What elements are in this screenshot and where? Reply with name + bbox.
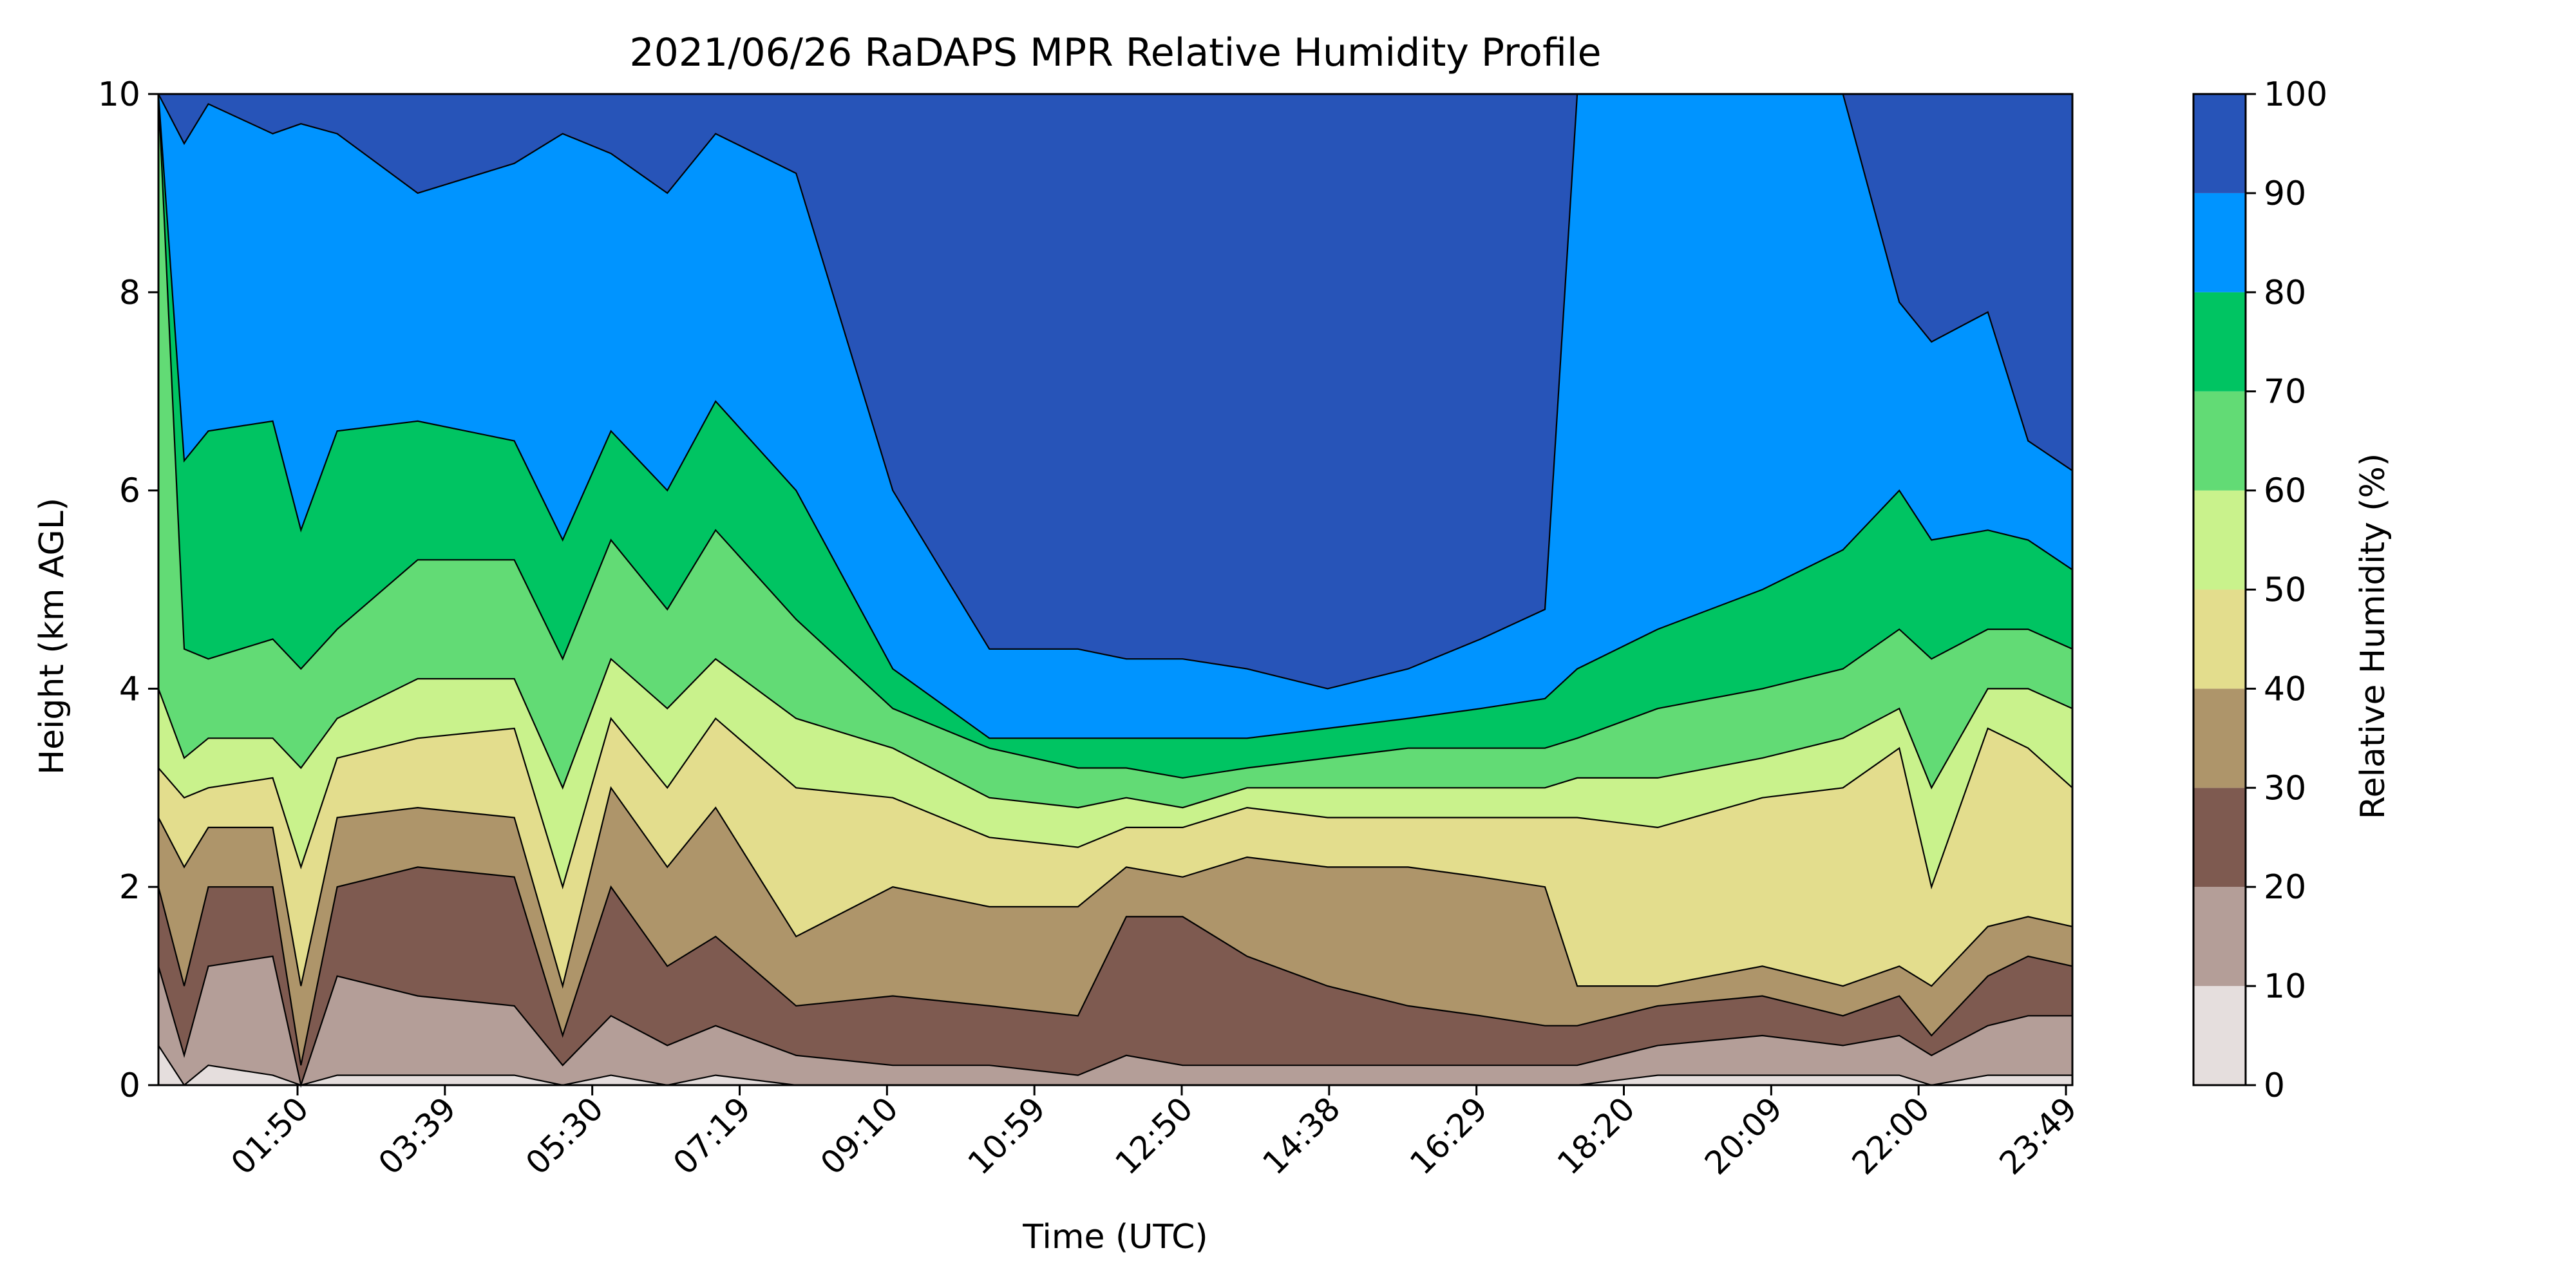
contour-line-40	[158, 786, 2073, 989]
rh-band-20-30	[158, 867, 2072, 1085]
x-tick-label: 16:29	[1403, 1090, 1495, 1182]
contour-line-70	[157, 93, 2073, 779]
x-tick-label: 23:49	[1993, 1090, 2085, 1182]
rh-band-10-20	[158, 956, 2072, 1085]
colorbar-swatch	[2193, 490, 2246, 590]
colorbar-tick-label: 40	[2264, 670, 2306, 708]
contour-line-80	[157, 93, 2073, 739]
rh-band-30-40	[158, 788, 2072, 1066]
colorbar-tick-label: 100	[2264, 75, 2327, 114]
x-tick-label: 05:30	[518, 1090, 611, 1182]
x-tick-label: 01:50	[224, 1090, 316, 1182]
x-tick-label: 14:38	[1255, 1090, 1347, 1182]
colorbar-tick-label: 30	[2264, 769, 2306, 808]
y-tick-label: 0	[119, 1066, 140, 1105]
contour-line-50	[158, 717, 2073, 890]
x-axis-label: Time (UTC)	[1022, 1218, 1208, 1256]
rh-band-0-10	[158, 1045, 2072, 1085]
y-tick-label: 2	[119, 868, 140, 907]
colorbar-tick-label: 70	[2264, 373, 2306, 412]
colorbar: 0 10 20 30 40 50 60 70 80 90 100	[2192, 75, 2327, 1105]
colorbar-swatch	[2193, 391, 2246, 491]
x-axis: 01:50 03:39 05:30 07:19 09:10 10:59 12:50 14:38…	[224, 1085, 2085, 1182]
y-tick-label: 10	[98, 75, 140, 114]
colorbar-swatch	[2193, 986, 2246, 1085]
colorbar-tick-label: 50	[2264, 571, 2306, 610]
colorbar-swatch	[2193, 688, 2246, 788]
x-tick-label: 09:10	[813, 1090, 905, 1182]
y-axis-label: Height (km AGL)	[33, 498, 71, 775]
y-tick-label: 6	[119, 472, 140, 511]
x-tick-label: 07:19	[666, 1090, 758, 1182]
colorbar-tick-label: 10	[2264, 967, 2306, 1006]
rh-band-40-50	[158, 718, 2072, 987]
plot-area	[157, 93, 2074, 1088]
y-axis: 0 2 4 6 8 10	[98, 75, 158, 1105]
colorbar-swatch	[2193, 94, 2246, 193]
y-tick-label: 8	[119, 274, 140, 312]
colorbar-swatch	[2193, 292, 2246, 392]
colorbar-tick-label: 80	[2264, 274, 2306, 312]
x-tick-label: 03:39	[371, 1090, 463, 1182]
rh-band-90-100	[158, 94, 2072, 689]
contour-line-30	[157, 866, 2073, 1066]
x-tick-label: 18:20	[1550, 1090, 1642, 1182]
colorbar-swatch	[2193, 193, 2246, 292]
contour-line-20	[157, 955, 2072, 1088]
colorbar-tick-label: 20	[2264, 868, 2306, 907]
x-tick-label: 10:59	[961, 1090, 1053, 1182]
contour-line-60	[157, 658, 2073, 809]
colorbar-tick-label: 90	[2264, 175, 2306, 213]
colorbar-tick-label: 0	[2264, 1066, 2285, 1105]
y-tick-label: 4	[119, 670, 140, 708]
x-tick-label: 12:50	[1108, 1090, 1200, 1182]
colorbar-swatch	[2193, 887, 2246, 987]
rh-band-80-90	[158, 94, 2072, 739]
chart-title: 2021/06/26 RaDAPS MPR Relative Humidity …	[630, 30, 1602, 75]
colorbar-tick-label: 60	[2264, 472, 2306, 511]
colorbar-label: Relative Humidity (%)	[2354, 453, 2392, 820]
plot-frame	[157, 93, 2074, 1086]
rh-band-50-60	[158, 659, 2072, 887]
colorbar-swatch	[2193, 788, 2246, 887]
x-tick-label: 22:00	[1845, 1090, 1937, 1182]
rh-band-60-70	[158, 94, 2072, 808]
colorbar-swatch	[2193, 589, 2246, 689]
x-tick-label: 20:09	[1698, 1090, 1790, 1182]
